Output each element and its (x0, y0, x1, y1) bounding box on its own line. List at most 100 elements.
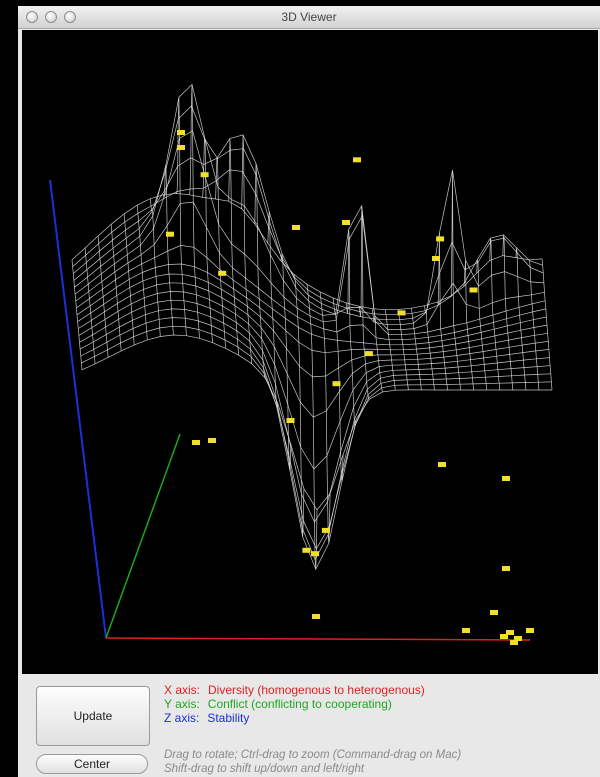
y-axis-desc: Conflict (conflicting to cooperating) (207, 697, 392, 711)
viewer-window: 3D Viewer Update Center X axis: Diversity… (18, 6, 600, 777)
data-marker (514, 636, 522, 641)
mesh-line-v (110, 224, 122, 351)
mesh-line-v (267, 211, 279, 408)
mesh-line-v (384, 309, 396, 391)
mesh-line-u (81, 334, 552, 511)
mesh-line-v (515, 247, 527, 391)
hint-line-1: Drag to rotate; Ctrl-drag to zoom (Comma… (164, 749, 462, 761)
3d-scene[interactable] (22, 30, 598, 674)
minimize-window-button[interactable] (45, 11, 57, 23)
data-marker (364, 351, 373, 357)
data-marker (332, 381, 341, 387)
data-marker (292, 225, 300, 230)
mesh-line-v (437, 232, 448, 391)
mesh-line-v (398, 309, 409, 390)
z-axis-name: Z axis: (164, 711, 200, 725)
3d-viewport[interactable] (22, 30, 598, 674)
x-axis-legend: X axis: Diversity (homogenous to heteroge… (164, 683, 425, 697)
data-marker (502, 566, 510, 571)
mesh-line-u (74, 130, 546, 336)
mesh-line-v (215, 157, 226, 349)
data-marker (502, 476, 510, 481)
mesh-line-v (463, 260, 475, 391)
mesh-line-u (80, 317, 551, 571)
mesh-line-v (319, 291, 331, 544)
data-marker (208, 438, 216, 443)
data-marker (490, 610, 498, 615)
data-marker (397, 310, 406, 316)
data-marker (353, 157, 361, 163)
mesh-line-v (254, 163, 266, 378)
y-axis-name: Y axis: (164, 697, 200, 711)
mesh-line-v (163, 164, 174, 336)
data-marker (302, 547, 311, 553)
mesh-line-v (345, 229, 357, 427)
surface-mesh (71, 83, 553, 571)
update-button[interactable]: Update (36, 686, 150, 746)
data-markers (166, 130, 534, 645)
mesh-line-v (71, 259, 83, 370)
data-marker (438, 462, 446, 467)
mesh-line-u (81, 325, 552, 550)
z-axis-desc: Stability (207, 711, 250, 725)
x-axis-name: X axis: (164, 683, 201, 697)
mesh-line-v (332, 297, 344, 482)
data-marker (526, 628, 534, 633)
mesh-line-v (450, 170, 461, 391)
mesh-line-v (489, 238, 501, 391)
zoom-window-button[interactable] (64, 11, 76, 23)
data-marker (218, 270, 227, 276)
mesh-line-v (371, 308, 383, 393)
data-marker (436, 236, 445, 242)
data-marker (312, 614, 320, 619)
data-marker (192, 440, 200, 445)
x-axis-line (105, 637, 531, 641)
x-axis-desc: Diversity (homogenous to heterogenous) (208, 683, 425, 697)
data-marker (469, 287, 478, 293)
data-marker (286, 418, 295, 423)
data-marker (342, 220, 350, 225)
mesh-line-v (424, 305, 435, 391)
hint-line-2: Shift-drag to shift up/down and left/rig… (164, 763, 365, 775)
data-marker (500, 634, 508, 639)
data-marker (432, 256, 440, 261)
data-marker (321, 527, 330, 533)
mesh-line-v (149, 198, 161, 337)
mesh-line-u (74, 83, 545, 330)
mesh-line-v (476, 259, 488, 391)
data-marker (510, 640, 518, 645)
mesh-line-v (241, 134, 253, 364)
mesh-line-v (306, 284, 318, 570)
y-axis-line (105, 433, 181, 639)
data-marker (166, 231, 174, 237)
mesh-line-v (541, 258, 553, 391)
mesh-line-v (528, 259, 540, 391)
mesh-line-u (79, 308, 551, 561)
center-button[interactable]: Center (36, 754, 148, 774)
mesh-line-v (136, 205, 148, 340)
mesh-line-u (78, 282, 549, 418)
title-bar[interactable]: 3D Viewer (18, 6, 600, 29)
interaction-hint: Drag to rotate; Ctrl-drag to zoom (Comma… (164, 748, 461, 776)
control-panel: Update Center X axis: Diversity (homogeno… (18, 674, 600, 777)
data-marker (177, 145, 185, 150)
mesh-line-v (189, 84, 200, 339)
close-window-button[interactable] (26, 11, 38, 23)
z-axis-line (49, 179, 107, 639)
mesh-line-v (123, 213, 135, 345)
data-marker (506, 630, 514, 635)
data-marker (311, 551, 319, 557)
axis-legend: X axis: Diversity (homogenous to heteroge… (164, 683, 425, 725)
mesh-line-v (202, 137, 213, 343)
mesh-line-v (358, 205, 370, 400)
data-marker (200, 172, 209, 178)
mesh-line-v (502, 234, 514, 391)
mesh-line-v (97, 235, 109, 358)
y-axis-legend: Y axis: Conflict (conflicting to cooperat… (164, 697, 425, 711)
mesh-line-v (228, 138, 240, 356)
mesh-line-v (411, 308, 422, 390)
mesh-line-v (293, 274, 305, 537)
z-axis-legend: Z axis: Stability (164, 711, 425, 725)
data-marker (462, 628, 470, 633)
data-marker (177, 130, 185, 135)
